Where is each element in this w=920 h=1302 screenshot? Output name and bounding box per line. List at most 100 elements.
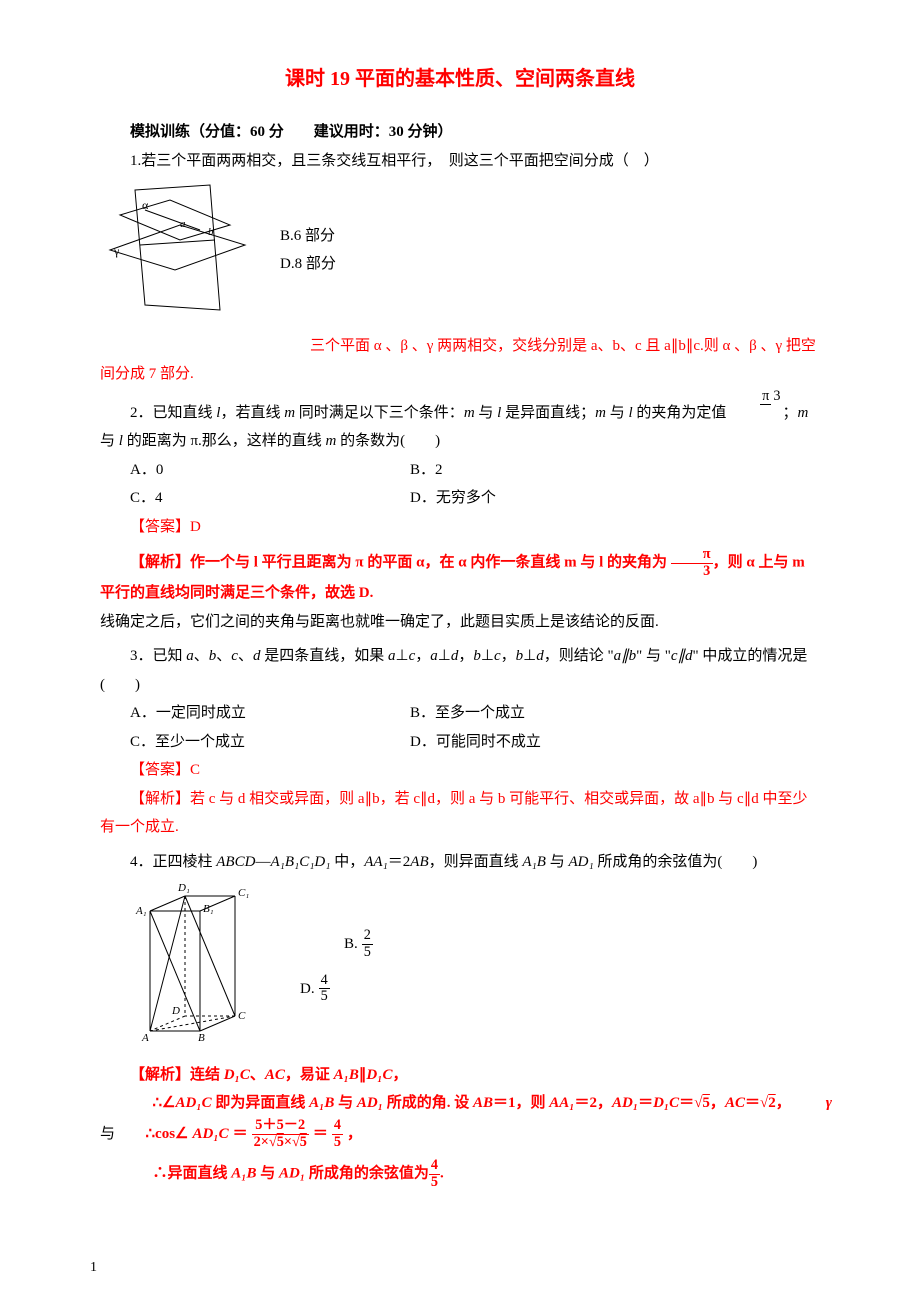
q2-answer: 【答案】D	[100, 513, 820, 542]
q3-t2c: 、	[238, 648, 253, 664]
q3-cd: c∥d	[671, 648, 693, 664]
q2-m3: m	[595, 405, 606, 421]
q4-res-frac: 45	[332, 1118, 343, 1150]
q3-a3: a	[430, 648, 438, 664]
q3-t2b: 、	[216, 648, 231, 664]
q1-optD: D.8 部分	[280, 250, 820, 279]
training-header: 模拟训练（分值：60 分 建议用时：30 分钟）	[100, 118, 820, 147]
q4-cosd2: ×	[284, 1134, 292, 1150]
q1-b-label: b	[208, 226, 214, 238]
q4-cos-den: 2×√5×√5	[252, 1135, 309, 1151]
q4-optB-frac: 25	[362, 928, 373, 960]
q1-planes-svg: α a b γ	[100, 175, 260, 315]
q4-e1-5: ，	[392, 1067, 407, 1083]
q4-A1-label: A₁	[135, 905, 147, 917]
q4-optB: B. 25	[300, 928, 820, 960]
q4-t3: ，则异面直线	[429, 854, 523, 870]
q4-gamma-stray: γ	[826, 1089, 832, 1118]
q3-answer: 【答案】C	[100, 756, 820, 785]
q3-explanation: 【解析】若 c 与 d 相交或异面，则 a∥b，若 c∥d，则 a 与 b 可能…	[100, 785, 820, 842]
q4-sqrt2: 2	[768, 1095, 776, 1111]
q1-expl-text: 三个平面 α 、β 、γ 两两相交，交线分别是 a、b、c 且 a∥b∥c.则 …	[100, 338, 816, 383]
q4-expl-l1: 【解析】连结 D₁C、AC，易证 A₁B∥D₁C，	[100, 1061, 820, 1090]
q4-eq2: ＝	[313, 1120, 328, 1149]
q2-optA: A．0	[130, 456, 410, 485]
q4-cosd1: 2×	[254, 1134, 269, 1150]
q2-t6: 的夹角为定值	[633, 405, 731, 421]
q3-options-row1: A．一定同时成立 B．至多一个成立	[100, 699, 820, 728]
q3-c1: c	[231, 648, 238, 664]
q4-d1c: D₁C	[224, 1067, 250, 1083]
q4-e1-1: 【解析】连结	[130, 1067, 224, 1083]
q3-t3: 是四条直线，如果	[260, 648, 388, 664]
q4-d1c2: D₁C	[366, 1067, 392, 1083]
q2-options-row1: A．0 B．2	[100, 456, 820, 485]
q4-e4-1: ∴异面直线	[153, 1166, 232, 1182]
q2-explanation: 【解析】作一个与 l 平行且距离为 π 的平面 α，在 α 内作一条直线 m 与…	[100, 547, 820, 608]
q4-e2-1: ∴∠	[153, 1095, 176, 1111]
q4-D-label: D	[171, 1005, 180, 1017]
q4-e4-yu: 与	[257, 1166, 280, 1182]
q2-t4b: 与	[606, 405, 629, 421]
q4-ac: AC	[265, 1067, 285, 1083]
q4-cos-num: 5＋5－2	[252, 1118, 309, 1135]
q2-pi3: π3	[730, 389, 782, 405]
q1-figure: α a b γ	[100, 175, 260, 326]
q2-t5: 是异面直线；	[501, 405, 595, 421]
q4-ab2: AB	[473, 1095, 493, 1111]
q4-e2-2: 即为异面直线	[212, 1095, 310, 1111]
q4-bd-options: B. 25 D. 45	[300, 928, 820, 1005]
q3-optD: D．可能同时不成立	[410, 728, 820, 757]
q4-abcd: ABCD	[216, 854, 255, 870]
q3-cm1: ，	[415, 648, 430, 664]
q4-fn: 4	[429, 1158, 440, 1175]
q4-a1b3: A₁B	[309, 1095, 334, 1111]
q2-pi3b: π3	[671, 547, 713, 579]
q4-eq1: ＝	[233, 1120, 248, 1149]
q4-expl-l4: ∴异面直线 A₁B 与 AD₁ 所成角的余弦值为45.	[100, 1158, 820, 1190]
q2-m2: m	[464, 405, 475, 421]
q4-optD-prefix: D.	[300, 975, 315, 1004]
q4-e2-6b: ＝	[679, 1095, 694, 1111]
q4-e2-5: ＝2，	[574, 1095, 612, 1111]
q4-e2-yu: 与	[334, 1095, 357, 1111]
q4-t4: 与	[546, 854, 569, 870]
q2-m1: m	[284, 405, 295, 421]
q4-e4-2: 所成角的余弦值为	[305, 1166, 429, 1182]
q3-ab: a∥b	[614, 648, 637, 664]
q2-t4: 与	[475, 405, 498, 421]
q4-ad1-2: AD₁	[357, 1095, 383, 1111]
q4-d1c3: D₁C	[653, 1095, 679, 1111]
q4-period: .	[440, 1166, 444, 1182]
q1-alpha-label: α	[142, 198, 149, 212]
q4-e3-yu: 与	[100, 1120, 115, 1149]
q4-e2-6c: ＝	[745, 1095, 760, 1111]
q4-e1-3: ，易证	[285, 1067, 334, 1083]
q4-e2-4: ＝1，则	[493, 1095, 549, 1111]
q2-optD: D．无穷多个	[410, 484, 820, 513]
q2-m4: m	[798, 405, 809, 421]
q2-optB: B．2	[410, 456, 820, 485]
q4-prism-svg: D₁ C₁ A₁ B₁ D C A B	[130, 876, 280, 1046]
q4-C-label: C	[238, 1010, 246, 1022]
q2-e1: 【解析】作一个与 l 平行且距离为 π 的平面 α，在 α 内作一条直线 m 与…	[130, 555, 671, 571]
q3-a2: a	[388, 648, 396, 664]
q4-A-label: A	[141, 1032, 149, 1044]
q4-fd: 5	[429, 1175, 440, 1191]
q4-r-den: 5	[332, 1135, 343, 1151]
q1-gamma-label: γ	[113, 244, 120, 258]
q4-t5: 所成角的余弦值为( )	[594, 854, 758, 870]
q4-optD-den: 5	[319, 989, 330, 1005]
q4-optD-num: 4	[319, 973, 330, 990]
q2-optC: C．4	[130, 484, 410, 513]
q4-expl-l3: 与 ∴cos∠AD₁C＝ 5＋5－2 2×√5×√5 ＝ 45 ，	[100, 1118, 820, 1150]
q4-optD-frac: 45	[319, 973, 330, 1005]
q3-t2a: 、	[194, 648, 209, 664]
q4-optB-prefix: B.	[344, 930, 358, 959]
q3-d3: d	[536, 648, 544, 664]
q3-b2: b	[473, 648, 481, 664]
q4-a1b: A₁B	[522, 854, 546, 870]
q3-optC: C．至少一个成立	[130, 728, 410, 757]
q4-sep: ，	[710, 1095, 725, 1111]
q3-cm3: ，	[501, 648, 516, 664]
